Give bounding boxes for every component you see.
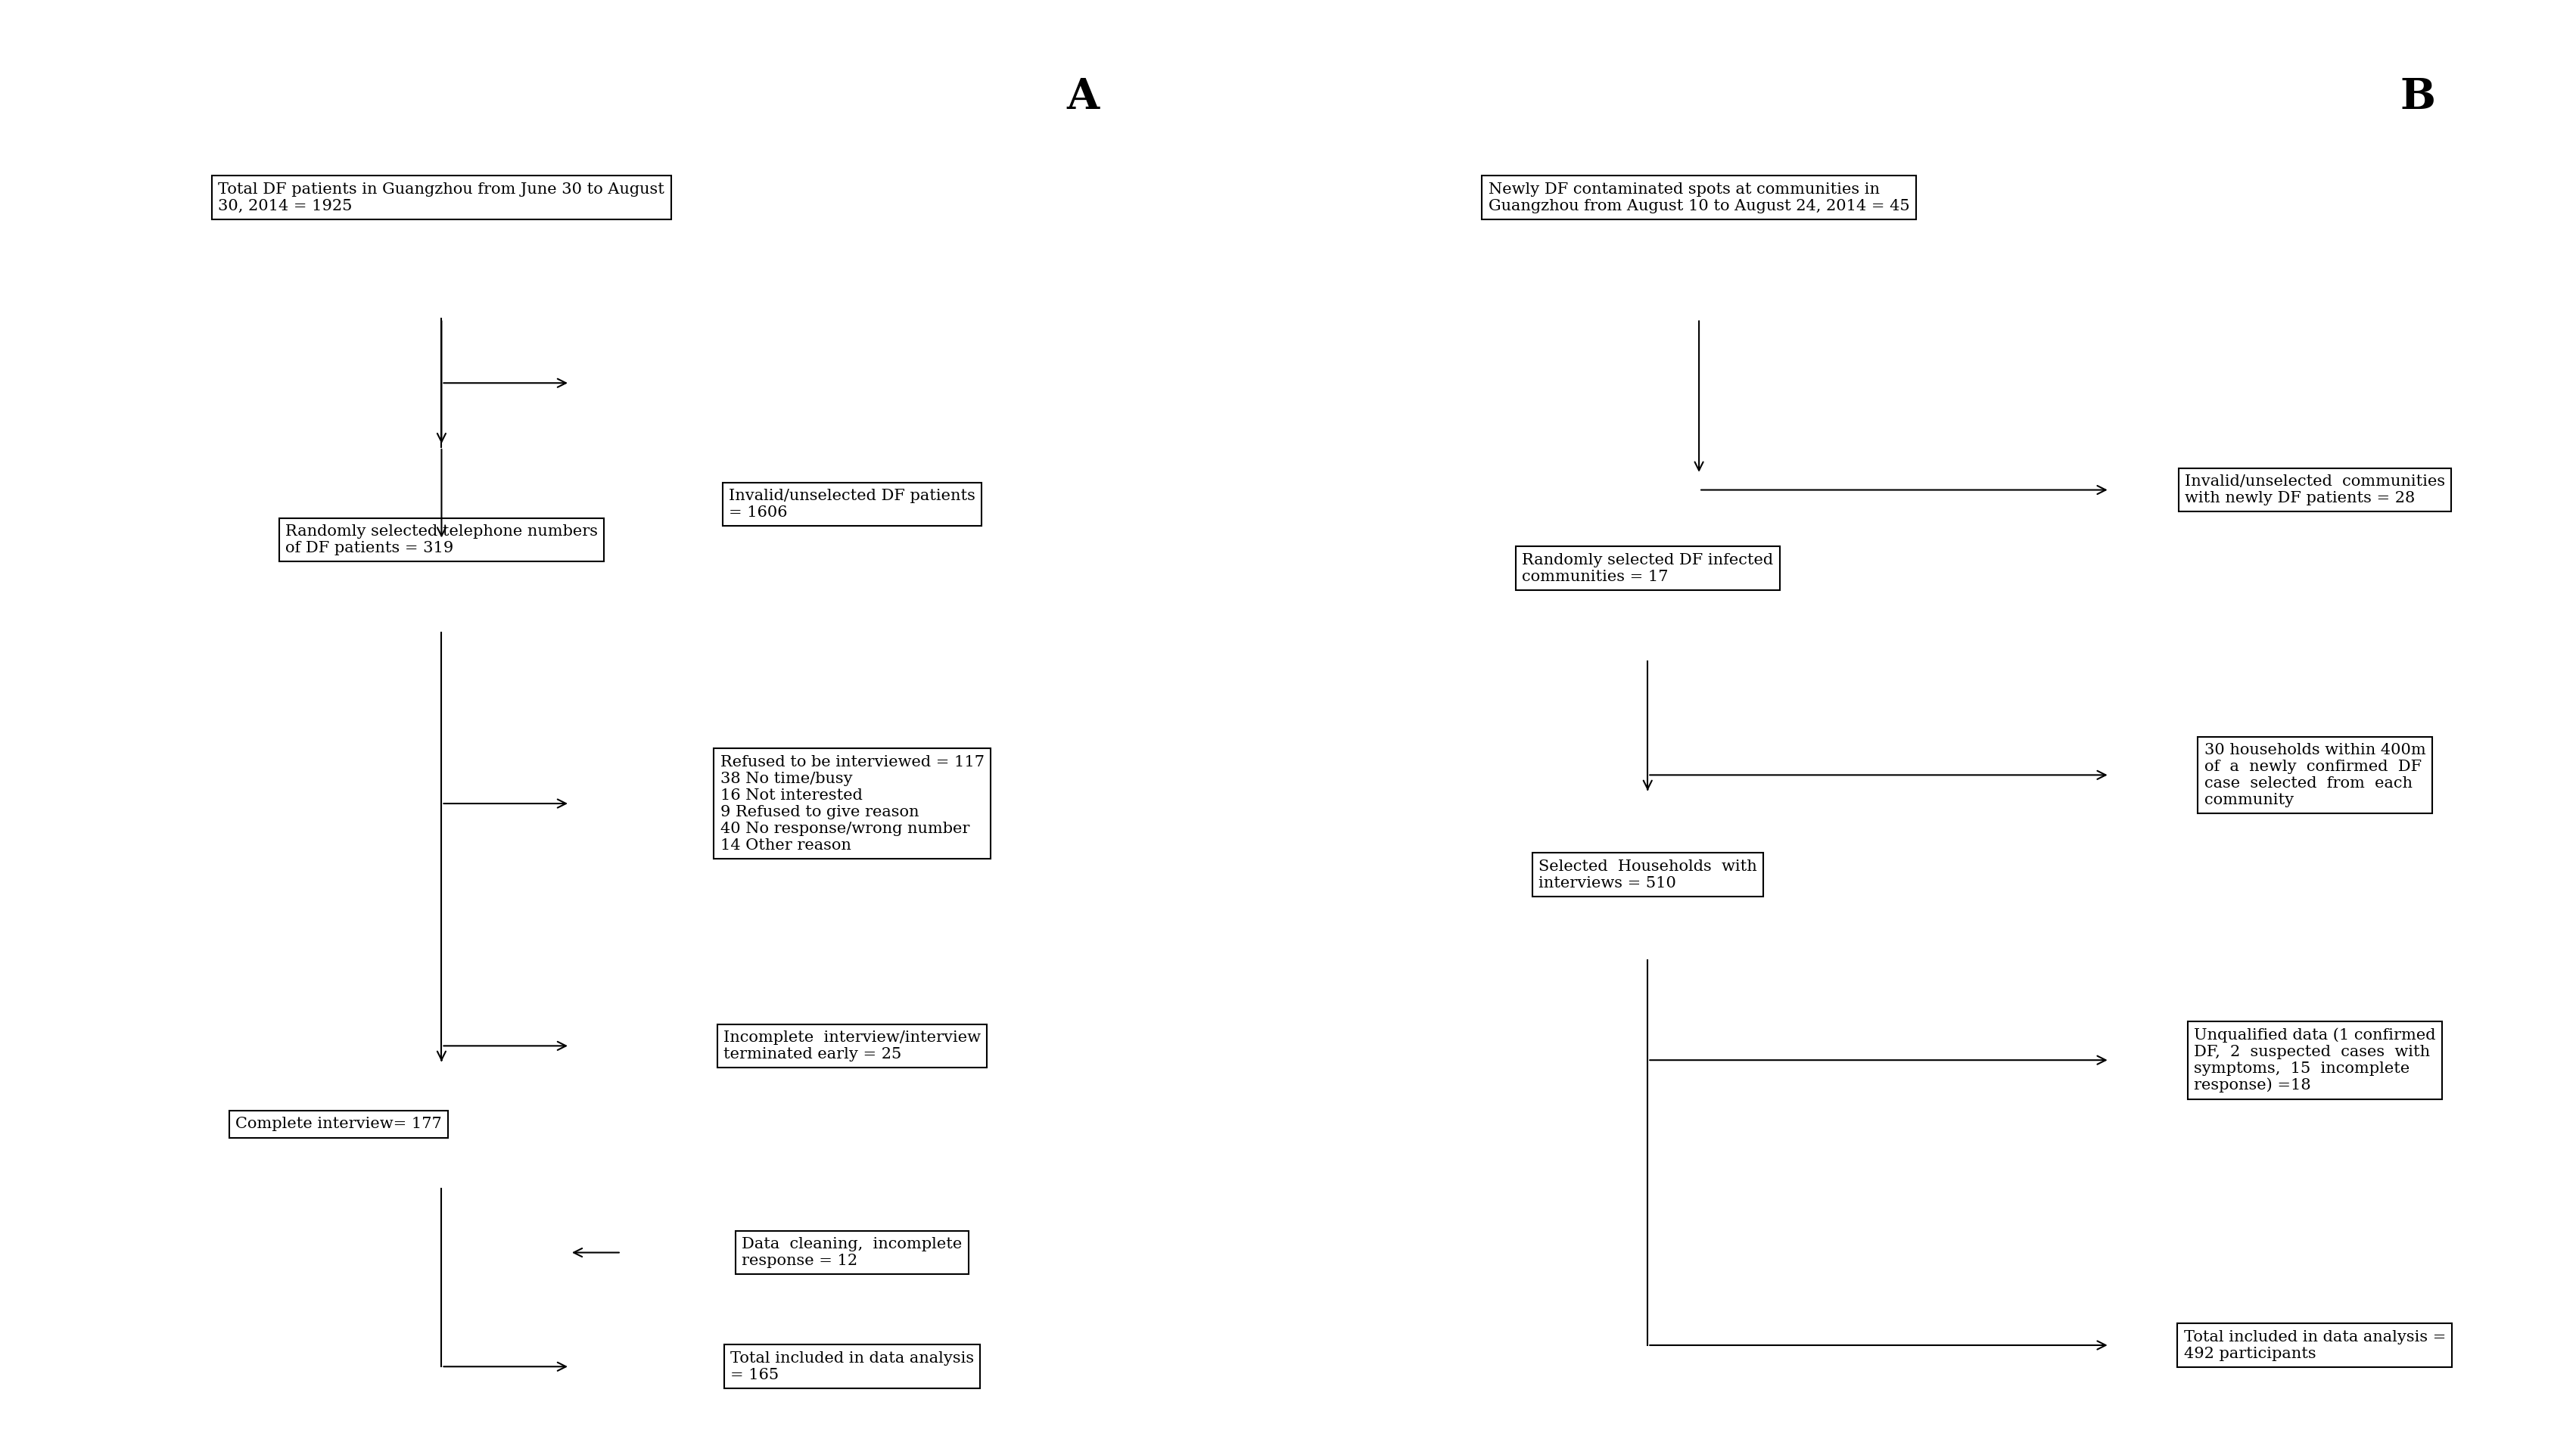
Text: Invalid/unselected DF patients
= 1606: Invalid/unselected DF patients = 1606 xyxy=(729,488,976,520)
Text: Data  cleaning,  incomplete
response = 12: Data cleaning, incomplete response = 12 xyxy=(742,1236,961,1268)
Text: Randomly selected DF infected
communities = 17: Randomly selected DF infected communitie… xyxy=(1522,553,1772,584)
Text: Total DF patients in Guangzhou from June 30 to August
30, 2014 = 1925: Total DF patients in Guangzhou from June… xyxy=(219,182,665,213)
Text: Unqualified data (1 confirmed
DF,  2  suspected  cases  with
symptoms,  15  inco: Unqualified data (1 confirmed DF, 2 susp… xyxy=(2192,1027,2434,1093)
Text: Selected  Households  with
interviews = 510: Selected Households with interviews = 51… xyxy=(1538,859,1757,890)
Text: Invalid/unselected  communities
with newly DF patients = 28: Invalid/unselected communities with newl… xyxy=(2184,474,2445,505)
Text: B: B xyxy=(2398,76,2434,118)
Text: 30 households within 400m
of  a  newly  confirmed  DF
case  selected  from  each: 30 households within 400m of a newly con… xyxy=(2202,742,2424,807)
Text: Refused to be interviewed = 117
38 No time/busy
16 Not interested
9 Refused to g: Refused to be interviewed = 117 38 No ti… xyxy=(719,755,984,853)
Text: Complete interview= 177: Complete interview= 177 xyxy=(234,1117,443,1132)
Text: Randomly selected telephone numbers
of DF patients = 319: Randomly selected telephone numbers of D… xyxy=(286,524,598,556)
Text: Total included in data analysis
= 165: Total included in data analysis = 165 xyxy=(729,1351,974,1381)
Text: Newly DF contaminated spots at communities in
Guangzhou from August 10 to August: Newly DF contaminated spots at communiti… xyxy=(1489,182,1909,213)
Text: Incomplete  interview/interview
terminated early = 25: Incomplete interview/interview terminate… xyxy=(724,1031,981,1061)
Text: A: A xyxy=(1066,76,1100,118)
Text: Total included in data analysis =
492 participants: Total included in data analysis = 492 pa… xyxy=(2184,1330,2445,1361)
